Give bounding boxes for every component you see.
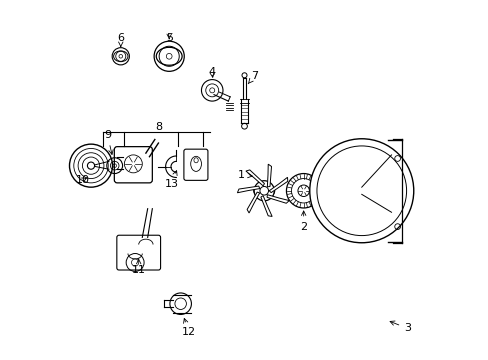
- Text: 2: 2: [300, 211, 306, 231]
- Polygon shape: [266, 195, 289, 203]
- Text: 4: 4: [208, 67, 215, 77]
- Text: 12: 12: [182, 319, 196, 337]
- Text: 9: 9: [104, 130, 113, 154]
- Text: 13: 13: [164, 171, 178, 189]
- Text: 10: 10: [75, 175, 89, 185]
- Text: 1: 1: [237, 170, 252, 180]
- FancyBboxPatch shape: [114, 147, 152, 183]
- Polygon shape: [269, 177, 287, 193]
- Text: 11: 11: [131, 259, 145, 275]
- Polygon shape: [246, 192, 259, 213]
- Circle shape: [254, 181, 274, 201]
- Polygon shape: [267, 164, 271, 187]
- Text: 5: 5: [165, 33, 172, 43]
- FancyBboxPatch shape: [117, 235, 160, 270]
- Text: 8: 8: [155, 122, 162, 132]
- FancyBboxPatch shape: [183, 149, 207, 180]
- Text: 3: 3: [389, 321, 410, 333]
- Text: 7: 7: [248, 71, 258, 84]
- Circle shape: [309, 139, 413, 243]
- Circle shape: [169, 293, 191, 315]
- Polygon shape: [245, 170, 264, 186]
- Text: 6: 6: [117, 33, 124, 46]
- Polygon shape: [260, 195, 272, 216]
- Polygon shape: [237, 186, 259, 193]
